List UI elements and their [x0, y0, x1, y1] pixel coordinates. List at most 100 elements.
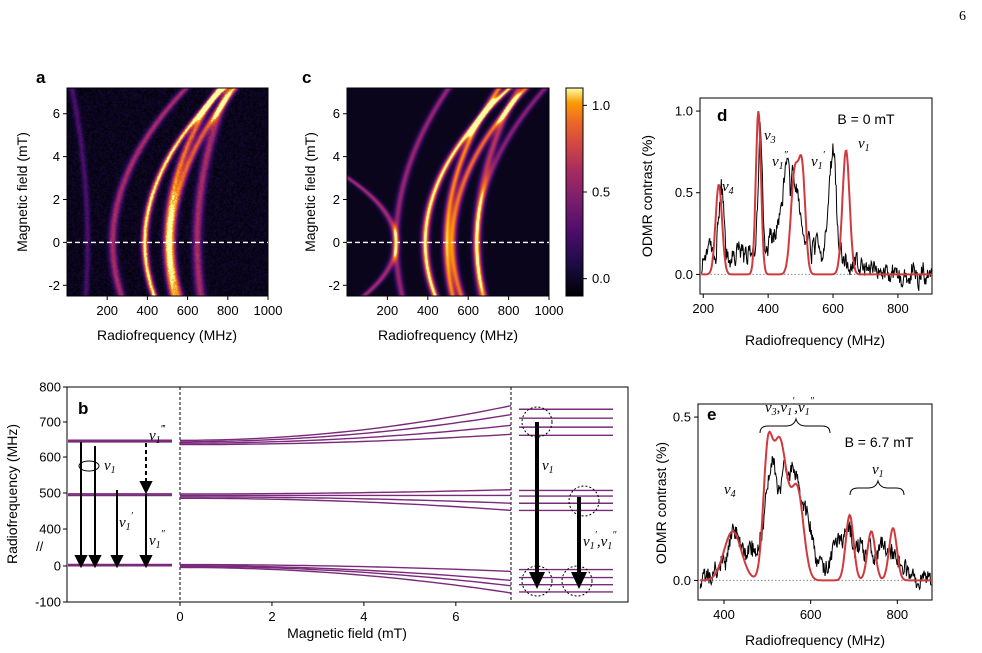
y-tick-label: 1.0 — [675, 104, 693, 119]
axes-frame-d — [699, 97, 933, 295]
y-tick-label: 500 — [39, 486, 61, 501]
x-tick-label: 800 — [217, 303, 239, 318]
x-axis-label-e: Radiofrequency (MHz) — [745, 632, 885, 648]
x-tick-label: 400 — [713, 607, 735, 622]
y-tick-label: 0.5 — [673, 410, 691, 425]
x-tick-label: 600 — [177, 303, 199, 318]
panel-label-e: e — [707, 405, 716, 424]
x-tick-label: 400 — [757, 301, 779, 316]
ticks-b: -100 0 400 500 600 700 800 0 2 4 6 — [35, 380, 459, 625]
level-curve — [179, 566, 512, 594]
x-axis-label-b: Magnetic field (mT) — [287, 625, 407, 641]
colorbar-tick-label: 1.0 — [592, 98, 610, 113]
ticks-e: 400 600 800 0.0 0.5 — [673, 410, 908, 622]
bracket-group-e — [759, 417, 831, 434]
panel-c: c 200 400 600 800 1000 -2 0 2 4 6 Radiofrequency … — [302, 68, 610, 343]
level-curve — [180, 496, 512, 504]
y-tick-label: 800 — [39, 380, 61, 395]
x-tick-label: 0 — [176, 609, 183, 624]
annotation-nu1-dprime-d: ν1″ — [772, 150, 789, 172]
panel-d: d 200 400 600 800 0.0 0.5 1.0 B = 0 mT ν4 ν3 ν… — [639, 97, 933, 348]
level-curve — [180, 564, 512, 582]
heatmap-c-frame — [347, 88, 549, 296]
y-tick-label: 600 — [39, 450, 61, 465]
transition-arrows-right — [521, 406, 600, 597]
axes-frame-a — [66, 87, 269, 297]
x-tick-label: 800 — [886, 607, 908, 622]
x-tick-label: 400 — [137, 303, 159, 318]
annotation-nu3-group-e: ν3,ν1′,ν1″ — [765, 396, 815, 418]
annotation-nu1-b-right: ν1 — [542, 458, 554, 476]
panel-label-c: c — [302, 68, 311, 87]
ticks-a: 200 400 600 800 1000 -2 0 2 4 6 — [48, 106, 282, 318]
colorbar-tick-label: 0.0 — [592, 271, 610, 286]
y-tick-label: 4 — [333, 149, 340, 164]
annotation-nu1-b-left: ν1 — [104, 458, 116, 476]
panel-label-b: b — [78, 399, 88, 418]
annotation-nu4-e: ν4 — [724, 482, 736, 500]
annotation-nu1-e: ν1 — [872, 462, 884, 480]
level-curve — [180, 563, 512, 573]
colorbar — [566, 88, 583, 296]
y-tick-label: 0.0 — [673, 573, 691, 588]
level-curve — [180, 433, 512, 446]
x-axis-label-a: Radiofrequency (MHz) — [97, 327, 237, 343]
level-curve — [180, 497, 512, 512]
measured-trace-d — [701, 122, 932, 291]
y-tick-label: 0 — [53, 235, 60, 250]
x-tick-label: 2 — [268, 609, 275, 624]
x-tick-label: 200 — [96, 303, 118, 318]
y-tick-label: 4 — [53, 149, 60, 164]
ticks-d: 200 400 600 800 0.0 0.5 1.0 — [675, 104, 909, 316]
heatmap-a-frame — [67, 88, 268, 296]
annotation-nu4-d: ν4 — [722, 179, 734, 197]
x-tick-label: 800 — [887, 301, 909, 316]
ticks-c: 200 400 600 800 1000 -2 0 2 4 6 — [328, 106, 563, 318]
axes-frame-c — [346, 87, 550, 297]
y-tick-label: -100 — [35, 595, 61, 610]
transition-marker-left — [78, 460, 100, 472]
annotation-nu1-pair-b: ν1′,ν1″ — [583, 530, 617, 552]
y-tick-label: 0.0 — [675, 267, 693, 282]
x-tick-label: 1000 — [254, 303, 283, 318]
y-tick-label: 6 — [53, 106, 60, 121]
y-tick-label: 0.5 — [675, 185, 693, 200]
x-tick-label: 4 — [360, 609, 367, 624]
y-axis-label-c: Magnetic field (mT) — [302, 132, 318, 252]
axes-frame-b — [66, 386, 629, 603]
x-tick-label: 600 — [822, 301, 844, 316]
field-label-e: B = 6.7 mT — [845, 434, 914, 450]
axes-frame-e — [697, 403, 933, 601]
level-curve — [180, 565, 512, 587]
x-tick-label: 200 — [692, 301, 714, 316]
level-curve — [180, 405, 512, 441]
y-tick-label: 400 — [39, 522, 61, 537]
x-tick-label: 6 — [452, 609, 459, 624]
y-tick-label: 700 — [39, 415, 61, 430]
x-axis-label-d: Radiofrequency (MHz) — [745, 332, 885, 348]
x-tick-label: 600 — [800, 607, 822, 622]
annotation-nu1-prime-b: ν1′ — [119, 511, 134, 533]
annotation-nu3-d: ν3 — [764, 128, 776, 146]
x-axis-label-c: Radiofrequency (MHz) — [378, 327, 518, 343]
panel-label-d: d — [717, 106, 727, 125]
y-tick-label: 0 — [333, 235, 340, 250]
x-tick-label: 200 — [377, 303, 399, 318]
panel-b: b -100 0 400 500 600 700 800 0 2 4 6 // ν1 ν1‴ ν1′… — [4, 380, 629, 641]
x-tick-label: 800 — [498, 303, 520, 318]
heatmap-c — [347, 88, 549, 296]
level-curve — [180, 489, 512, 495]
y-tick-label: 2 — [53, 192, 60, 207]
heatmap-a — [67, 88, 268, 296]
bracket-nu1-e — [849, 479, 905, 496]
simulated-trace-d — [701, 111, 932, 276]
y-axis-label-d: ODMR contrast (%) — [639, 135, 655, 257]
y-axis-label-e: ODMR contrast (%) — [653, 442, 669, 564]
x-tick-label: 600 — [457, 303, 479, 318]
panel-label-a: a — [36, 68, 46, 87]
y-tick-label: 0 — [54, 559, 61, 574]
field-label-d: B = 0 mT — [837, 111, 895, 127]
transition-arrows-left — [74, 442, 153, 569]
page-number: 6 — [959, 9, 966, 24]
